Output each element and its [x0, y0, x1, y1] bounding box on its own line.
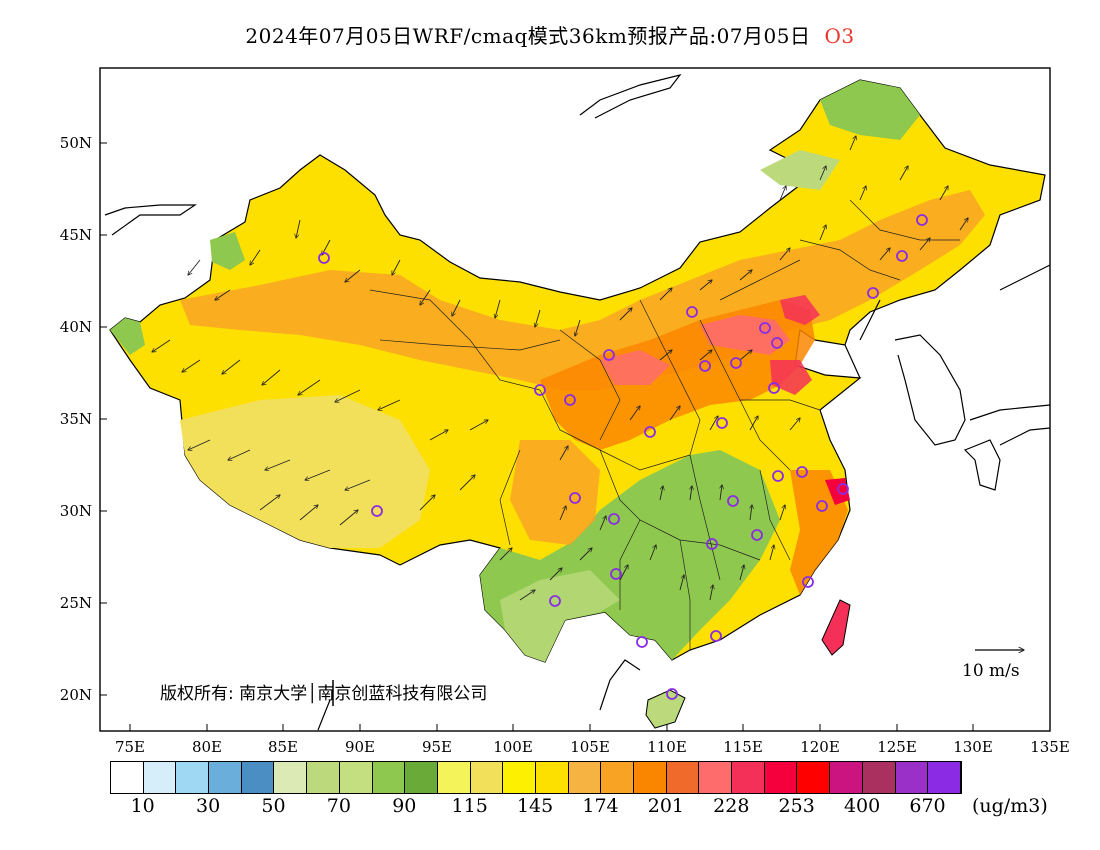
colorbar: [110, 761, 962, 794]
lon-label-80e: 80E: [191, 738, 223, 756]
lat-label-40n: 40N: [59, 318, 92, 336]
lon-label-120e: 120E: [800, 738, 840, 756]
map-title: 2024年07月05日WRF/cmaq模式36km预报产品:07月05日 O3: [0, 20, 1100, 49]
lon-label-100e: 100E: [493, 738, 533, 756]
colorbar-label: 90: [392, 795, 417, 817]
lon-label-125e: 125E: [877, 738, 917, 756]
colorbar-swatch: [307, 762, 340, 793]
colorbar-swatch: [111, 762, 144, 793]
colorbar-label: 50: [261, 795, 286, 817]
hotspot-beijing-tianjin: [700, 315, 790, 355]
province-boundaries: [369, 199, 960, 650]
colorbar-label: 670: [909, 795, 946, 817]
title-date-text: 2024年07月05日WRF/cmaq模式36km预报产品:07月05日: [245, 24, 811, 48]
low-ozone-northeast: [820, 80, 920, 140]
colorbar-label: 174: [582, 795, 619, 817]
colorbar-swatch: [928, 762, 961, 793]
lat-label-25n: 25N: [59, 594, 92, 612]
colorbar-swatch: [405, 762, 438, 793]
lat-label-20n: 20N: [59, 686, 92, 704]
lon-label-105e: 105E: [570, 738, 610, 756]
plateau-lighter-ozone: [180, 395, 430, 548]
colorbar-label: 400: [843, 795, 881, 817]
map-area: [104, 73, 1050, 731]
high-ozone-sichuan: [510, 440, 600, 545]
colorbar-unit: (ug/m3): [972, 795, 1048, 817]
colorbar-swatch: [209, 762, 242, 793]
colorbar-swatch: [568, 762, 602, 793]
hotspot-shandong: [770, 360, 812, 395]
colorbar-swatch: [274, 762, 308, 793]
colorbar-swatch: [470, 762, 504, 793]
colorbar-swatch: [143, 762, 177, 793]
colorbar-label: 145: [516, 795, 554, 817]
taiwan-island: [821, 599, 851, 656]
colorbar-swatch: [732, 762, 765, 793]
lat-label-35n: 35N: [59, 410, 92, 428]
lat-label-30n: 30N: [59, 502, 92, 520]
hainan-island: [645, 689, 686, 729]
colorbar-swatch: [339, 762, 373, 793]
colorbar-swatch: [895, 762, 929, 793]
colorbar-swatch: [601, 762, 634, 793]
colorbar-label: 201: [647, 795, 685, 817]
low-ozone-northwest: [210, 232, 245, 270]
lon-label-95e: 95E: [421, 738, 453, 756]
colorbar-label: 30: [196, 795, 221, 817]
colorbar-swatch: [372, 762, 406, 793]
colorbar-swatch: [862, 762, 896, 793]
lat-label-45n: 45N: [59, 226, 92, 244]
copyright-text: 版权所有: 南京大学│南京创蓝科技有限公司: [160, 684, 488, 704]
wind-reference-label: 10 m/s: [962, 661, 1020, 681]
lon-label-115e: 115E: [723, 738, 763, 756]
lon-label-75e: 75E: [114, 738, 146, 756]
colorbar-swatch: [699, 762, 733, 793]
lon-label-110e: 110E: [647, 738, 687, 756]
title-pollutant: O3: [824, 24, 855, 48]
wind-vectors: [152, 136, 968, 601]
neighboring-coastlines: [104, 73, 1050, 731]
colorbar-swatch: [176, 762, 210, 793]
colorbar-swatch: [535, 762, 569, 793]
colorbar-label: 228: [713, 795, 750, 817]
colorbar-swatch: [666, 762, 700, 793]
hotspot-shaanxi: [600, 350, 670, 385]
colorbar-swatch: [634, 762, 667, 793]
colorbar-label: 10: [130, 795, 155, 817]
axis-ticks: [100, 142, 974, 731]
lon-label-90e: 90E: [344, 738, 376, 756]
colorbar-swatch: [764, 762, 798, 793]
colorbar-swatch: [503, 762, 536, 793]
city-markers: [318, 214, 928, 700]
lon-label-85e: 85E: [267, 738, 299, 756]
map-frame: [99, 67, 1051, 732]
colorbar-swatch: [830, 762, 863, 793]
hotspot-liaoning: [780, 295, 820, 325]
lon-label-135e: 135E: [1030, 738, 1070, 756]
colorbar-label: 70: [326, 795, 351, 817]
lon-label-130e: 130E: [953, 738, 993, 756]
lat-label-50n: 50N: [59, 134, 92, 152]
colorbar-label: 115: [451, 795, 488, 817]
colorbar-swatch: [797, 762, 831, 793]
colorbar-label: 253: [778, 795, 815, 817]
colorbar-swatch: [437, 762, 471, 793]
low-ozone-west: [110, 318, 145, 355]
colorbar-swatch: [241, 762, 275, 793]
